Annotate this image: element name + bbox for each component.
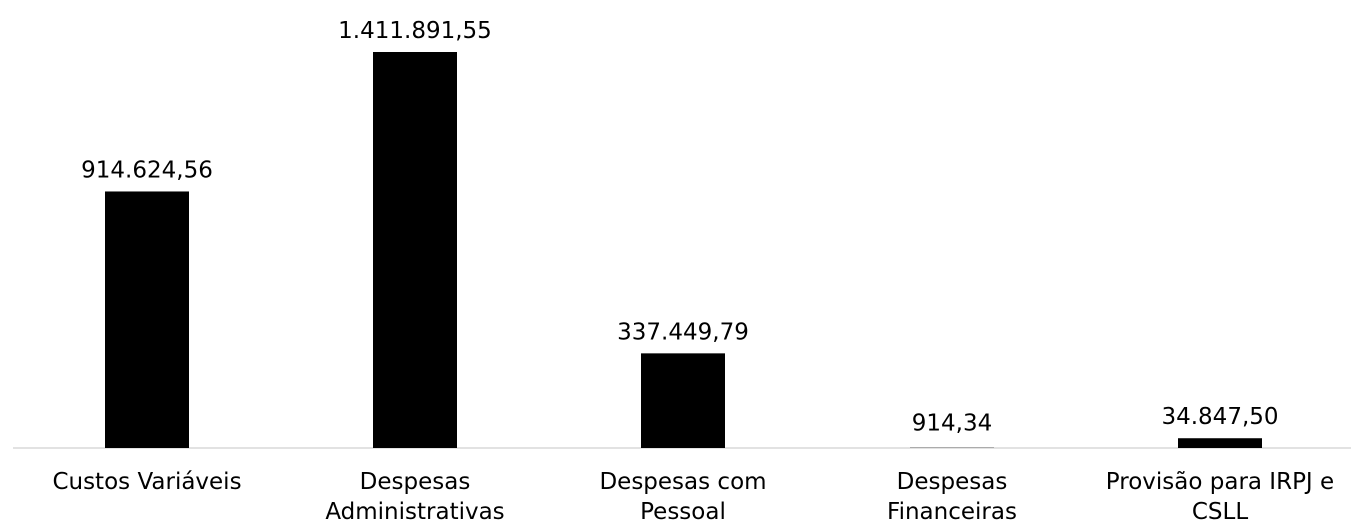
bars-group bbox=[105, 52, 1262, 448]
data-label-2: 337.449,79 bbox=[617, 319, 749, 345]
category-label-line: Despesas bbox=[897, 469, 1008, 495]
bar-2 bbox=[641, 353, 725, 448]
category-label-line: Financeiras bbox=[887, 499, 1017, 525]
category-label-3: Despesas Financeiras bbox=[887, 469, 1017, 525]
category-label-line: Custos Variáveis bbox=[52, 469, 241, 495]
category-label-2: Despesas com Pessoal bbox=[599, 469, 766, 525]
category-label-1: Despesas Administrativas bbox=[325, 469, 504, 525]
data-label-3: 914,34 bbox=[912, 411, 992, 437]
data-label-0: 914.624,56 bbox=[81, 157, 213, 183]
category-label-4: Provisão para IRPJ e CSLL bbox=[1106, 469, 1334, 525]
category-label-line: Pessoal bbox=[640, 499, 726, 525]
data-label-1: 1.411.891,55 bbox=[338, 18, 492, 44]
category-labels-group: Custos Variáveis Despesas AdministrativasD… bbox=[52, 469, 1334, 525]
category-label-line: CSLL bbox=[1192, 499, 1248, 525]
bar-0 bbox=[105, 191, 189, 448]
category-label-line: Despesas com bbox=[599, 469, 766, 495]
bar-1 bbox=[373, 52, 457, 448]
category-label-line: Administrativas bbox=[325, 499, 504, 525]
category-label-line: Despesas bbox=[360, 469, 471, 495]
data-labels-group: 914.624,56 1.411.891,55 337.449,79 914,34 34… bbox=[81, 18, 1278, 437]
bar-4 bbox=[1178, 438, 1262, 448]
category-label-0: Custos Variáveis bbox=[52, 469, 241, 495]
data-label-4: 34.847,50 bbox=[1161, 404, 1278, 430]
category-label-line: Provisão para IRPJ e bbox=[1106, 469, 1334, 495]
